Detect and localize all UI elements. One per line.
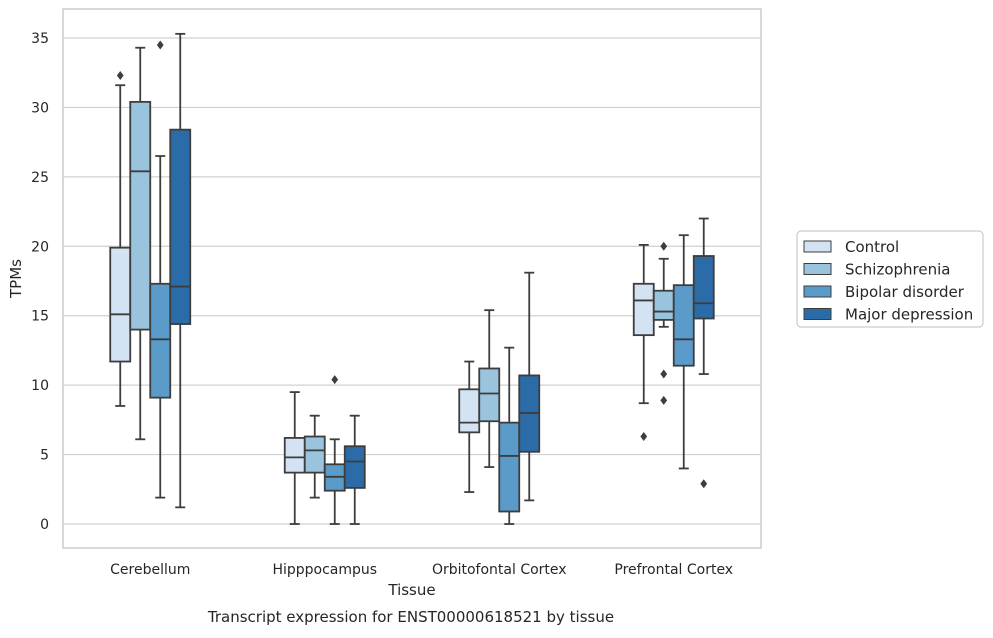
box-iqr xyxy=(498,421,521,513)
box-iqr xyxy=(303,435,326,474)
legend-item-bipolar-disorder: Bipolar disorder xyxy=(803,283,965,301)
box-orbitofontal-cortex-bipolar-disorder xyxy=(498,346,521,525)
y-axis-label: TPMs xyxy=(7,259,25,299)
outlier-point xyxy=(700,479,708,489)
y-tick-label: 20 xyxy=(31,239,49,255)
y-tick-label: 25 xyxy=(31,170,49,186)
y-tick-label: 0 xyxy=(40,517,49,533)
box-iqr xyxy=(478,367,501,423)
box-iqr xyxy=(283,437,306,474)
outlier-point xyxy=(660,369,668,379)
box-iqr xyxy=(692,255,715,320)
box-prefrontal-cortex-major-depression xyxy=(692,217,715,489)
y-tick-label: 10 xyxy=(31,378,49,394)
box-cerebellum-major-depression xyxy=(169,32,192,509)
box-orbitofontal-cortex-schizophrenia xyxy=(478,309,501,468)
box-iqr xyxy=(652,289,675,321)
x-axis-label: Tissue xyxy=(387,581,435,599)
legend-swatch xyxy=(803,285,832,298)
outlier-point xyxy=(331,375,339,385)
x-tick-label: Orbitofontal Cortex xyxy=(432,562,567,578)
box-hipppocampus-bipolar-disorder xyxy=(323,375,346,525)
box-hipppocampus-schizophrenia xyxy=(303,414,326,499)
outlier-point xyxy=(156,40,164,50)
y-tick-label: 15 xyxy=(31,309,49,325)
box-iqr xyxy=(458,388,481,434)
y-tick-label: 30 xyxy=(31,100,49,116)
box-orbitofontal-cortex-major-depression xyxy=(518,271,541,502)
box-prefrontal-cortex-bipolar-disorder xyxy=(672,234,695,470)
x-tick-label: Cerebellum xyxy=(110,562,190,578)
outlier-point xyxy=(640,432,648,442)
y-tick-label: 5 xyxy=(40,448,49,464)
legend-label: Schizophrenia xyxy=(845,261,950,279)
box-cerebellum-bipolar-disorder xyxy=(149,40,172,499)
chart-title: Transcript expression for ENST0000061852… xyxy=(207,608,614,626)
legend-swatch xyxy=(803,263,832,275)
box-iqr xyxy=(109,246,132,363)
plot-frame xyxy=(62,8,762,549)
y-tick-labels: 0 5 10 15 20 25 30 35 xyxy=(31,31,49,533)
plot-area xyxy=(63,9,761,548)
box-iqr xyxy=(672,284,695,367)
box-cerebellum-schizophrenia xyxy=(129,46,152,441)
box-series xyxy=(109,32,715,525)
x-tick-labels: Cerebellum Hipppocampus Orbitofontal Corte… xyxy=(110,562,733,578)
box-iqr xyxy=(129,100,152,331)
x-tick-label: Hipppocampus xyxy=(272,562,377,578)
outlier-point xyxy=(660,241,668,251)
box-iqr xyxy=(169,128,192,325)
outlier-point xyxy=(660,395,668,405)
legend-label: Bipolar disorder xyxy=(845,283,965,301)
y-tick-label: 35 xyxy=(31,31,49,47)
box-iqr xyxy=(632,282,655,337)
legend-label: Major depression xyxy=(845,306,973,324)
legend-swatch xyxy=(803,240,832,253)
outlier-point xyxy=(116,70,124,80)
box-cerebellum-control xyxy=(109,70,132,407)
box-prefrontal-cortex-schizophrenia xyxy=(652,241,675,405)
legend: Control Schizophrenia Bipolar disorder Majo… xyxy=(796,230,984,328)
box-iqr xyxy=(343,445,366,489)
legend-frame xyxy=(796,230,984,328)
box-iqr xyxy=(149,282,172,399)
legend-item-control: Control xyxy=(803,238,899,256)
legend-label: Control xyxy=(845,238,899,256)
legend-item-major-depression: Major depression xyxy=(803,306,973,324)
legend-item-schizophrenia: Schizophrenia xyxy=(803,261,950,279)
legend-swatch xyxy=(803,308,832,320)
box-hipppocampus-major-depression xyxy=(343,414,366,525)
x-tick-label: Prefrontal Cortex xyxy=(614,562,733,578)
